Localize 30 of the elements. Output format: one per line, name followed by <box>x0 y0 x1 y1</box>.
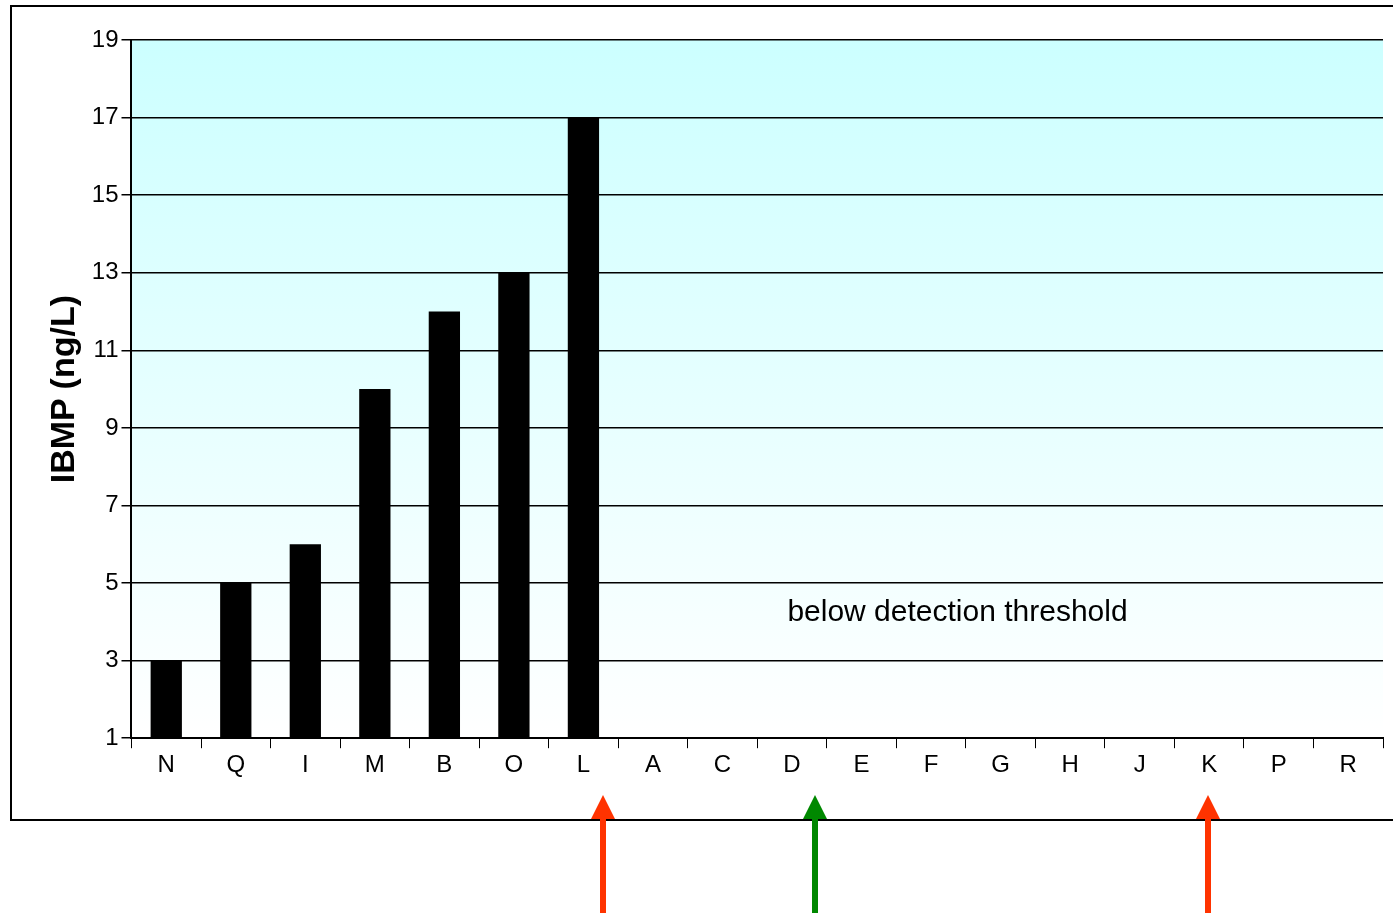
x-tick-label: G <box>991 750 1010 778</box>
x-tick-label: E <box>853 750 870 778</box>
y-tick-label: 11 <box>93 334 119 362</box>
annotation: below detection threshold <box>787 593 1128 627</box>
y-tick-label: 19 <box>91 24 119 52</box>
x-tick-label: R <box>1339 750 1357 778</box>
y-tick-label: 9 <box>105 412 119 440</box>
x-tick-label: K <box>1201 750 1218 778</box>
x-tick-label: M <box>364 750 385 778</box>
x-tick-label: O <box>504 750 524 778</box>
x-tick-label: L <box>576 750 591 778</box>
x-tick-label: C <box>713 750 732 778</box>
x-tick-label: H <box>1061 750 1079 778</box>
y-tick-label: 7 <box>105 490 119 518</box>
x-tick-label: P <box>1270 750 1287 778</box>
x-tick-label: F <box>923 750 939 778</box>
x-tick-label: J <box>1133 750 1146 778</box>
y-tick-label: 1 <box>105 722 119 750</box>
x-tick-label: I <box>301 750 309 778</box>
y-tick-label: 3 <box>105 645 119 673</box>
x-tick-label: B <box>436 750 453 778</box>
x-tick-label: N <box>157 750 175 778</box>
x-tick-label: A <box>644 750 661 778</box>
y-tick-label: 5 <box>105 567 119 595</box>
x-tick-label: D <box>783 750 801 778</box>
y-axis-title: IBMP (ng/L) <box>42 294 81 484</box>
x-tick-label: Q <box>226 750 246 778</box>
y-tick-label: 13 <box>91 257 119 285</box>
y-tick-label: 17 <box>91 102 119 130</box>
y-tick-label: 15 <box>91 179 119 207</box>
